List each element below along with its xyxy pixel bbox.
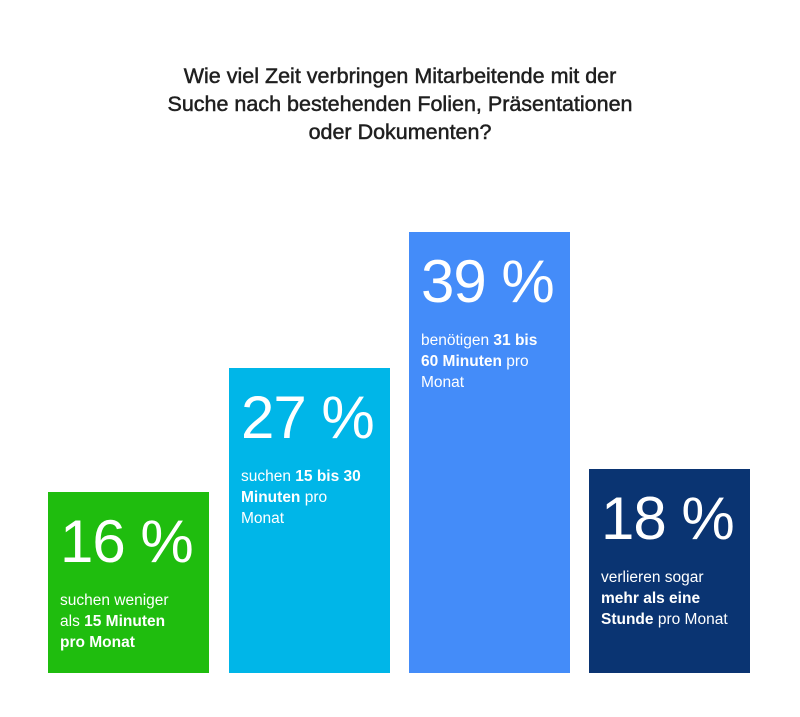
bar-27-percent: 27 % suchen 15 bis 30 Minuten pro Monat xyxy=(229,368,390,673)
bar-description-text: Monat xyxy=(421,374,465,391)
bar-18-percent: 18 % verlieren sogar mehr als eine Stunde p… xyxy=(589,469,750,673)
chart-title-line: oder Dokumenten? xyxy=(308,120,492,145)
bar-value-label: 27 % xyxy=(241,384,375,451)
bar-description-text: suchen weniger xyxy=(60,592,169,609)
bar-value-label: 16 % xyxy=(60,508,194,575)
chart-title-line: Suche nach bestehenden Folien, Präsentat… xyxy=(167,92,633,117)
bar-description-text: als xyxy=(60,613,85,630)
bar-description-text: Monat xyxy=(241,510,285,527)
bar-description: benötigen 31 bis 60 Minuten pro Monat xyxy=(421,330,570,393)
bar-description-bold-text: mehr als eine xyxy=(601,590,701,607)
bar-description-bold-text: Stunde xyxy=(601,611,654,628)
bar-description-bold-text: 15 bis 30 xyxy=(295,468,361,485)
bar-description-text: suchen xyxy=(241,468,296,485)
bar-16-percent: 16 % suchen weniger als 15 Minuten pro Mona… xyxy=(48,492,209,673)
bar-description-text: pro Monat xyxy=(653,611,728,628)
bar-description-bold-text: Minuten xyxy=(241,489,301,506)
bar-description-text: pro xyxy=(300,489,328,506)
bar-description-text: pro xyxy=(501,353,529,370)
bar-value-label: 39 % xyxy=(421,248,555,315)
bar-description-bold-text: 60 Minuten xyxy=(421,353,502,370)
chart-title-line: Wie viel Zeit verbringen Mitarbeitende m… xyxy=(183,64,617,89)
chart-title: Wie viel Zeit verbringen Mitarbeitende m… xyxy=(100,62,700,146)
bar-description-text: benötigen xyxy=(421,332,494,349)
bar-value-label: 18 % xyxy=(601,485,735,552)
bar-39-percent: 39 % benötigen 31 bis 60 Minuten pro Monat xyxy=(409,232,570,673)
bar-description: suchen 15 bis 30 Minuten pro Monat xyxy=(241,466,390,529)
bar-description: suchen weniger als 15 Minuten pro Monat xyxy=(60,590,209,653)
bar-description-bold-text: 15 Minuten xyxy=(84,613,166,630)
bar-description-bold-text: pro Monat xyxy=(60,634,135,651)
bar-description-text: verlieren sogar xyxy=(601,569,704,586)
bar-description: verlieren sogar mehr als eine Stunde pro M… xyxy=(601,567,750,630)
bar-description-bold-text: 31 bis xyxy=(493,332,538,349)
